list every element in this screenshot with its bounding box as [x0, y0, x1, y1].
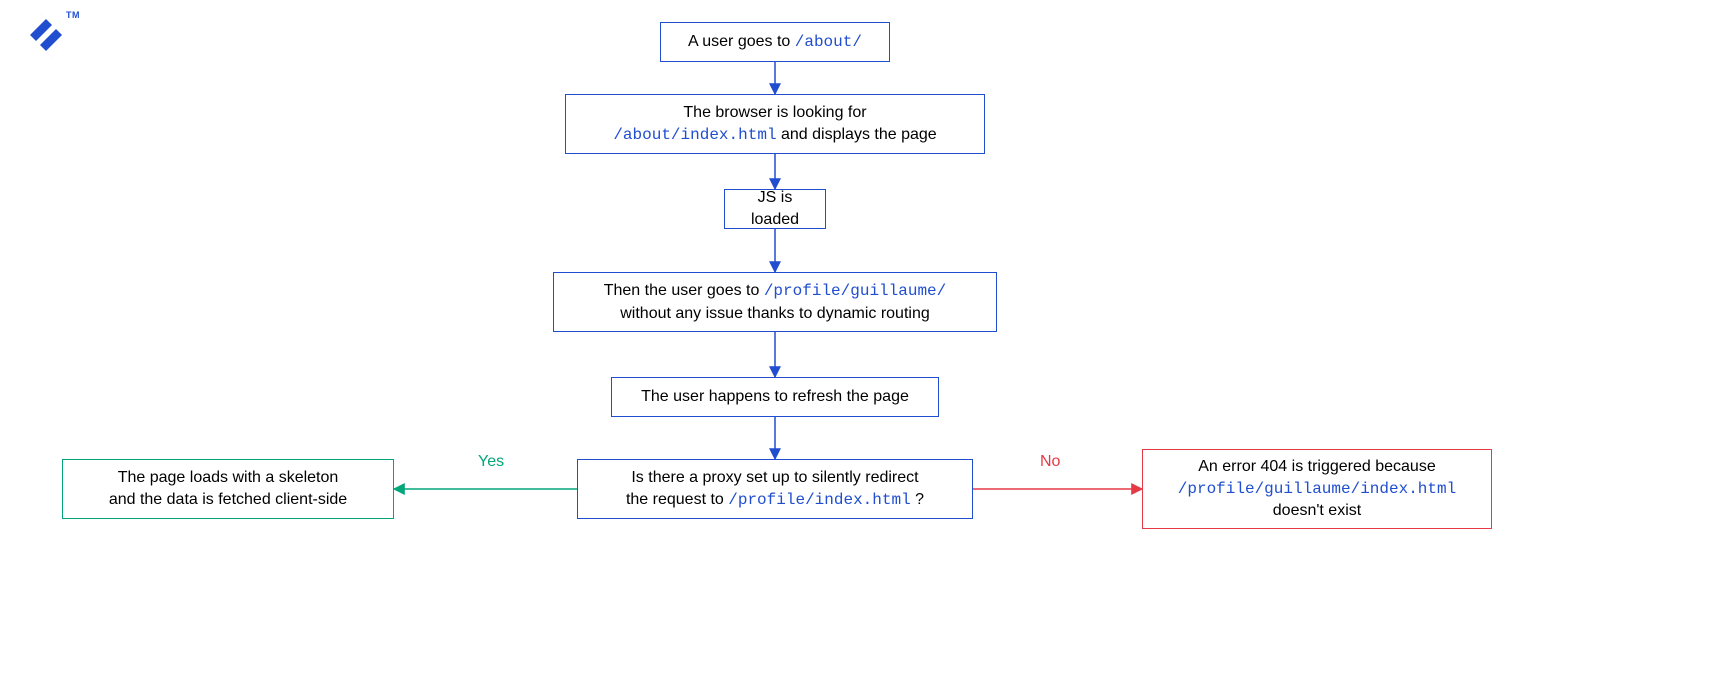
flow-node-js-loaded: JS is loaded [724, 189, 826, 229]
edge-label-yes: Yes [478, 453, 504, 471]
flow-node-browser-lookup: The browser is looking for/about/index.h… [565, 94, 985, 154]
edge-label-no: No [1040, 453, 1060, 471]
flow-node-dynamic-route: Then the user goes to /profile/guillaume… [553, 272, 997, 332]
flow-node-decision-proxy: Is there a proxy set up to silently redi… [577, 459, 973, 519]
brand-logo [30, 12, 62, 63]
flow-node-start: A user goes to /about/ [660, 22, 890, 62]
flow-node-refresh: The user happens to refresh the page [611, 377, 939, 417]
flow-node-yes-skeleton: The page loads with a skeletonand the da… [62, 459, 394, 519]
flow-node-no-404: An error 404 is triggered because/profil… [1142, 449, 1492, 529]
trademark-label: TM [66, 10, 80, 20]
